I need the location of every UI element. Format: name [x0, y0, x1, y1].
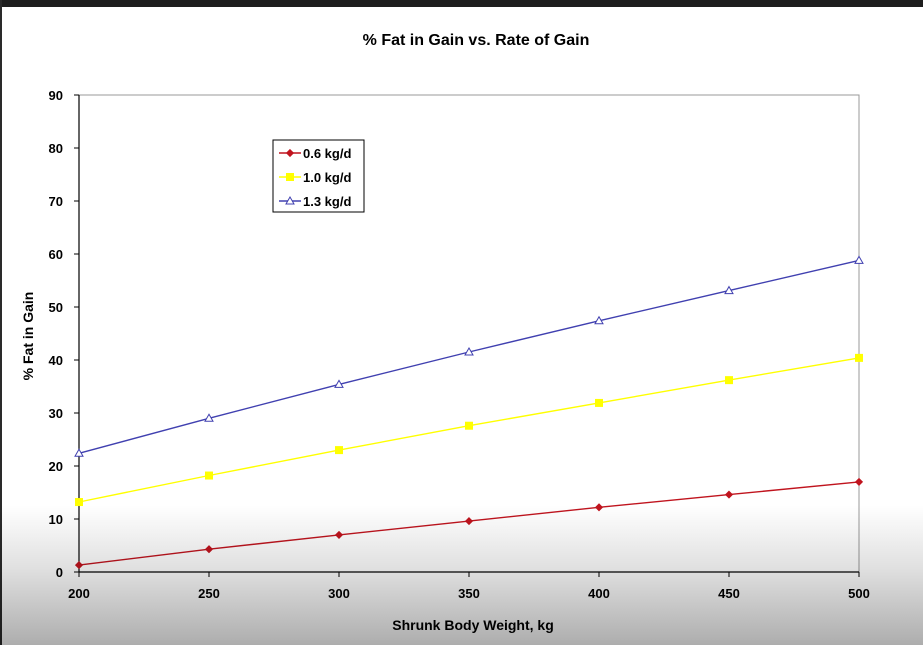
chart-legend: 0.6 kg/d 1.0 kg/d 1.3 kg/d [272, 139, 365, 213]
y-tick-label: 40 [49, 353, 63, 368]
data-point [335, 446, 343, 455]
data-point [204, 545, 214, 554]
series-3 [74, 255, 864, 457]
y-axis-label: % Fat in Gain [20, 292, 36, 381]
data-point [465, 421, 473, 430]
data-point [334, 530, 344, 539]
x-tick-label: 300 [328, 586, 350, 601]
y-tick-label: 80 [49, 141, 63, 156]
x-tick-label: 450 [718, 586, 740, 601]
plot-area [78, 94, 860, 573]
legend-marker [285, 148, 295, 158]
axes-group: 0 10 20 30 40 50 60 70 80 90 200 250 300 350 400 450 500 [49, 88, 870, 601]
window-left-border [0, 0, 2, 645]
series-group [74, 255, 864, 570]
data-point [854, 255, 864, 264]
y-tick-label: 70 [49, 194, 63, 209]
chart-title: % Fat in Gain vs. Rate of Gain [363, 32, 590, 49]
data-point [594, 315, 604, 325]
data-point [205, 471, 213, 480]
y-tick-label: 50 [49, 300, 63, 315]
legend-label: 1.0 kg/d [303, 170, 351, 185]
y-tick-label: 90 [49, 88, 63, 103]
legend-item-3: 1.3 kg/d [279, 194, 351, 209]
y-tick-label: 0 [56, 565, 63, 580]
series-2 [75, 353, 863, 507]
legend-marker [286, 173, 294, 181]
y-tick-label: 60 [49, 247, 63, 262]
data-point [75, 498, 83, 507]
data-point [74, 448, 84, 457]
data-point [854, 477, 864, 486]
legend-item-1: 0.6 kg/d [279, 146, 351, 161]
x-tick-label: 400 [588, 586, 610, 601]
x-tick-label: 200 [68, 586, 90, 601]
x-tick-label: 500 [848, 586, 870, 601]
x-tick-label: 250 [198, 586, 220, 601]
data-point [725, 376, 733, 385]
data-point [74, 561, 84, 570]
data-point [464, 517, 474, 526]
data-point [855, 353, 863, 362]
y-tick-label: 30 [49, 406, 63, 421]
legend-label: 1.3 kg/d [303, 194, 351, 209]
data-point [595, 398, 603, 407]
x-axis-label: Shrunk Body Weight, kg [392, 617, 554, 633]
y-tick-label: 20 [49, 459, 63, 474]
data-point [464, 347, 474, 356]
data-point [204, 413, 214, 422]
y-tick-label: 10 [49, 512, 63, 527]
data-point [724, 285, 734, 295]
legend-marker [285, 195, 295, 205]
data-point [594, 503, 604, 512]
legend-label: 0.6 kg/d [303, 146, 351, 161]
data-point [334, 379, 344, 388]
window-top-border [0, 0, 923, 7]
series-1 [74, 477, 864, 570]
data-point [724, 490, 734, 499]
legend-item-2: 1.0 kg/d [279, 170, 351, 185]
x-tick-label: 350 [458, 586, 480, 601]
